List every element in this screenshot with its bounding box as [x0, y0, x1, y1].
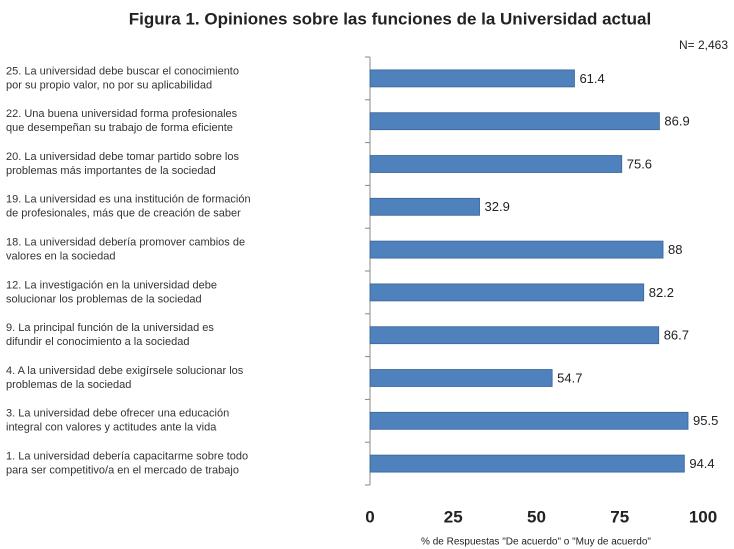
bar: [369, 112, 660, 131]
value-label: 54.7: [557, 370, 582, 385]
bar: [369, 283, 645, 302]
category-label: 12. La investigación en la universidad d…: [6, 279, 217, 291]
category-label: 18. La universidad debería promover camb…: [6, 237, 245, 249]
category-label: que desempeñan su trabajo de forma efici…: [6, 122, 233, 134]
bar: [369, 69, 575, 88]
bar: [369, 240, 664, 259]
value-label: 75.6: [627, 156, 652, 171]
x-tick-label: 75: [610, 507, 629, 526]
x-axis-label: % de Respuestas "De acuerdo" o "Muy de a…: [421, 537, 651, 548]
category-label: 9. La principal función de la universida…: [6, 322, 214, 334]
bar: [369, 369, 553, 387]
category-label: integral con valores y actitudes ante la…: [6, 422, 217, 434]
category-label: 22. Una buena universidad forma profesio…: [6, 108, 238, 120]
x-tick-label: 25: [444, 507, 463, 526]
value-label: 88: [668, 242, 682, 257]
chart-title: Figura 1. Opiniones sobre las funciones …: [129, 9, 651, 28]
category-label: 20. La universidad debe tomar partido so…: [6, 151, 239, 163]
bar: [369, 326, 660, 345]
bar: [369, 197, 480, 216]
value-label: 32.9: [485, 199, 510, 214]
bar: [369, 454, 685, 473]
category-label: para ser competitivo/a en el mercado de …: [6, 465, 239, 477]
category-label: 1. La universidad debería capacitarme so…: [6, 451, 248, 463]
x-tick-label: 0: [365, 507, 374, 526]
value-label: 94.4: [689, 456, 714, 471]
value-label: 61.4: [579, 71, 604, 86]
bar: [369, 155, 623, 173]
category-label: difundir el conocimiento a la sociedad: [6, 336, 189, 348]
bar: [369, 411, 689, 430]
x-tick-label: 100: [689, 507, 717, 526]
value-label: 86.7: [664, 328, 689, 343]
x-tick-label: 50: [527, 507, 546, 526]
category-label: problemas de la sociedad: [6, 379, 131, 391]
category-label: de profesionales, más que de creación de…: [6, 208, 241, 220]
category-label: por su propio valor, no por su aplicabil…: [6, 79, 212, 91]
category-label: 25. La universidad debe buscar el conoci…: [6, 65, 239, 77]
subtitle: N= 2,463: [679, 38, 728, 52]
category-label: 4. A la universidad debe exigírsele solu…: [6, 365, 244, 377]
category-label: solucionar los problemas de la sociedad: [6, 293, 202, 305]
category-label: 19. La universidad es una institución de…: [6, 194, 251, 206]
value-label: 86.9: [664, 114, 689, 129]
category-label: 3. La universidad debe ofrecer una educa…: [6, 408, 229, 420]
value-label: 82.2: [649, 285, 674, 300]
category-label: problemas más importantes de la sociedad: [6, 165, 216, 177]
value-label: 95.5: [693, 413, 718, 428]
category-label: valores en la sociedad: [6, 251, 115, 263]
